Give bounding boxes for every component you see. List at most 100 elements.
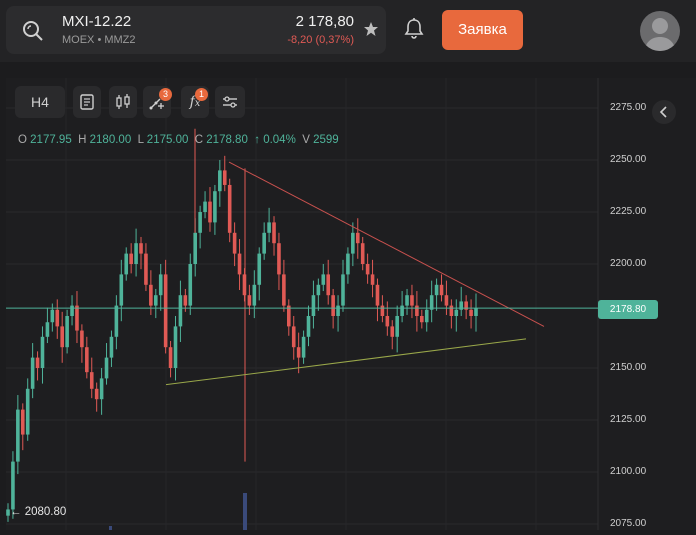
chart-options-button[interactable] (215, 86, 245, 118)
candle-body (257, 253, 262, 285)
current-price-tag: 2178.80 (598, 300, 658, 319)
document-icon (80, 94, 94, 110)
candle-body (380, 305, 385, 316)
candle-body (158, 274, 163, 296)
y-axis-tick-label: 2225.00 (610, 206, 647, 217)
volume-bar (243, 493, 247, 530)
instrument-selector[interactable]: MXI-12.22 MOEX • MMZ2 2 178,80 -8,20 (0,… (6, 6, 386, 54)
candle-body (20, 409, 25, 435)
candle-body (129, 253, 133, 264)
candle-body (336, 305, 340, 316)
candle-body (114, 305, 119, 337)
instrument-exchange: MOEX • MMZ2 (62, 34, 136, 46)
candle-body (109, 336, 114, 358)
candle-body (35, 357, 40, 368)
sliders-icon (223, 96, 237, 108)
last-price: 2 178,80 (295, 13, 354, 30)
y-axis-tick-label: 2275.00 (610, 102, 647, 113)
y-axis-tick-label: 2200.00 (610, 258, 647, 269)
y-axis-tick-label: 2075.00 (610, 518, 647, 529)
candle-body (469, 309, 473, 316)
trendline-lower (165, 338, 527, 386)
candle-body (351, 232, 355, 254)
timeframe-label: H4 (31, 94, 49, 110)
candle-body (316, 284, 321, 296)
candle-body (183, 295, 188, 306)
candle-body (301, 336, 306, 358)
candle-body (242, 274, 247, 296)
volume-label: V (302, 134, 310, 146)
candle-body (355, 232, 360, 244)
price-change: -8,20 (0,37%) (287, 34, 354, 46)
timeframe-button[interactable]: H4 (15, 86, 65, 118)
chevron-left-icon (659, 106, 667, 118)
candle-body (287, 305, 291, 327)
y-axis-tick-label: 2100.00 (610, 466, 647, 477)
candle-body (70, 305, 74, 316)
star-icon[interactable] (363, 21, 379, 37)
candle-body (341, 274, 345, 306)
candle-body (94, 388, 99, 400)
candle-body (75, 305, 79, 331)
chart-area[interactable] (6, 78, 696, 530)
collapse-panel-button[interactable] (652, 100, 676, 124)
candle-body (267, 222, 271, 233)
top-bar: MXI-12.22 MOEX • MMZ2 2 178,80 -8,20 (0,… (0, 0, 696, 62)
candle-body (25, 388, 30, 435)
candle-body (296, 347, 301, 358)
candle-body (208, 201, 212, 223)
candle-body (40, 336, 45, 368)
candle-body (50, 309, 55, 323)
candle-body (55, 309, 60, 327)
high-value: 2180.00 (89, 134, 132, 146)
candle-body (144, 253, 148, 285)
order-button[interactable]: Заявка (442, 10, 523, 50)
price-chart[interactable] (6, 78, 696, 530)
candle-body (104, 357, 109, 379)
candle-body (149, 284, 153, 306)
candle-body (6, 509, 10, 516)
close-value: 2178.80 (206, 134, 248, 146)
candle-body (434, 284, 439, 296)
candle-body (449, 305, 454, 316)
candle-body (415, 305, 419, 316)
candles-icon (116, 94, 130, 109)
candle-body (11, 461, 15, 510)
candle-body (222, 170, 227, 185)
candle-body (139, 243, 143, 254)
candle-body (306, 316, 311, 337)
candle-body (385, 316, 390, 327)
candle-body (395, 316, 399, 337)
candle-body (232, 232, 237, 254)
candle-body (252, 284, 257, 306)
avatar[interactable] (640, 11, 680, 51)
open-value: 2177.95 (30, 134, 72, 146)
candle-body (30, 357, 35, 389)
indicators-button[interactable]: fx 1 (181, 86, 209, 118)
drawing-tools-icon (149, 98, 164, 110)
y-axis-tick-label: 2125.00 (610, 414, 647, 425)
candle-body (405, 295, 409, 306)
candle-body (410, 295, 414, 306)
candle-body (168, 347, 173, 368)
chart-type-button[interactable] (109, 86, 137, 118)
y-axis-tick-label: 2150.00 (610, 362, 647, 373)
bell-icon[interactable] (402, 17, 426, 41)
low-label: L (137, 134, 144, 146)
candle-body (203, 201, 207, 212)
candle-body (311, 295, 316, 316)
drawings-button[interactable]: 3 (143, 86, 172, 118)
candle-body (429, 295, 434, 310)
candle-body (282, 274, 286, 306)
candle-body (163, 274, 168, 348)
chart-settings-button[interactable] (73, 86, 101, 118)
candle-body (331, 295, 335, 316)
indicators-count-badge: 1 (195, 88, 208, 101)
candle-body (321, 274, 326, 285)
candle-body (375, 284, 380, 306)
candle-body (89, 372, 94, 389)
candle-body (365, 264, 370, 275)
volume-value: 2599 (313, 134, 339, 146)
candle-body (346, 253, 350, 275)
candle-body (119, 274, 124, 306)
